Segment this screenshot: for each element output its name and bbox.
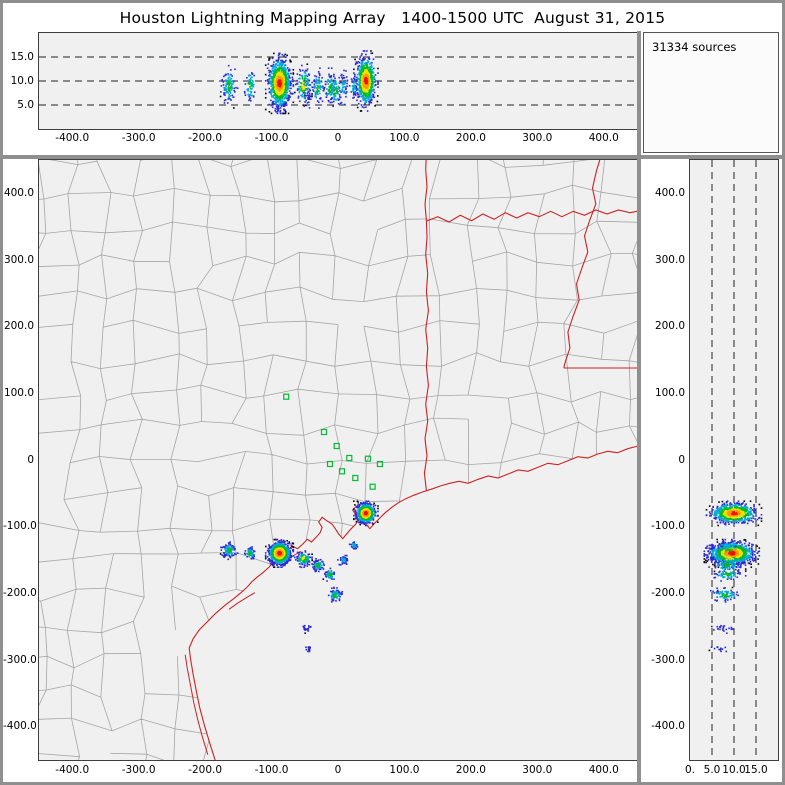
sources-count-label: 31334 sources <box>652 40 737 54</box>
axis-tick-label: -200.0 <box>3 586 37 599</box>
altitude-gridlines <box>39 56 637 106</box>
altitude-ns-canvas <box>703 160 763 760</box>
axis-tick-label: -100.0 <box>254 132 289 144</box>
axis-tick-label: 10.0 <box>10 74 34 87</box>
sources-panel: 31334 sources <box>641 31 782 155</box>
plan-view-map-canvas <box>39 160 637 760</box>
axis-tick-label: 15.0 <box>744 764 768 776</box>
axis-tick-label: -100.0 <box>3 520 37 533</box>
axis-tick-label: -300.0 <box>121 764 156 776</box>
axis-tick-label: 300.0 <box>3 253 34 266</box>
axis-tick-label: 0 <box>27 453 34 466</box>
altitude-ns-plot <box>689 159 779 761</box>
sources-box: 31334 sources <box>643 32 779 153</box>
plan-view-map-plot <box>38 159 637 761</box>
axis-tick-label: 400.0 <box>3 186 34 199</box>
lightning-points <box>703 500 763 653</box>
axis-tick-label: 200.0 <box>455 132 486 144</box>
lightning-points <box>219 50 379 115</box>
axis-tick-label: 200.0 <box>654 320 685 333</box>
axis-tick-label: 5.0 <box>703 764 721 776</box>
axis-tick-label: 200.0 <box>3 320 34 333</box>
axis-tick-label: -200.0 <box>188 132 223 144</box>
axis-tick-label: 400.0 <box>588 764 619 776</box>
axis-tick-label: 100.0 <box>654 386 685 399</box>
lightning-points <box>219 500 379 653</box>
axis-tick-label: 0 <box>678 453 685 466</box>
axis-tick-label: -100.0 <box>254 764 289 776</box>
axis-tick-label: 300.0 <box>654 253 685 266</box>
axis-tick-label: 400.0 <box>588 132 619 144</box>
title-bar: Houston Lightning Mapping Array 1400-150… <box>3 3 782 31</box>
altitude-ns-panel: 400.0 300.0 200.0 100.0 0 -100.0 -200.0 -300.0 -… <box>641 159 782 782</box>
page-title: Houston Lightning Mapping Array 1400-150… <box>119 9 666 27</box>
plan-view-panel: -400.0 -300.0 -200.0 -100.0 0 100.0 200.0 300.0… <box>3 159 637 782</box>
axis-tick-label: 300.0 <box>522 132 553 144</box>
axis-tick-label: 5.0 <box>17 98 34 111</box>
ew-altitude-canvas <box>39 50 637 115</box>
axis-tick-label: 100.0 <box>3 386 34 399</box>
axis-tick-label: -200.0 <box>188 764 223 776</box>
altitude-gridlines <box>711 160 757 760</box>
panel-grid: -400.0 -300.0 -200.0 -100.0 0 100.0 200.0 300.0… <box>3 31 782 782</box>
axis-tick-label: -400.0 <box>3 720 37 733</box>
axis-tick-label: 10.0 <box>722 764 746 776</box>
axis-tick-label: 300.0 <box>522 764 553 776</box>
axis-tick-label: -400.0 <box>651 720 685 733</box>
axis-tick-label: 200.0 <box>455 764 486 776</box>
lma-stations <box>283 393 383 490</box>
axis-tick-label: -300.0 <box>651 653 685 666</box>
axis-tick-label: 0 <box>334 132 342 144</box>
axis-tick-label: -300.0 <box>3 653 37 666</box>
axis-tick-label: 0. <box>684 764 696 776</box>
axis-tick-label: -100.0 <box>651 520 685 533</box>
axis-tick-label: 0 <box>334 764 342 776</box>
axis-tick-label: 400.0 <box>654 186 685 199</box>
axis-tick-label: 15.0 <box>10 50 34 63</box>
axis-tick-label: -200.0 <box>651 586 685 599</box>
gulf-of-mexico <box>189 446 637 760</box>
ew-altitude-panel: -400.0 -300.0 -200.0 -100.0 0 100.0 200.0 300.0… <box>3 31 637 155</box>
axis-tick-label: 100.0 <box>389 132 420 144</box>
axis-tick-label: -400.0 <box>55 764 90 776</box>
axis-tick-label: -300.0 <box>121 132 156 144</box>
state-borders-coastline <box>184 160 637 760</box>
ew-altitude-plot <box>38 32 637 130</box>
axis-tick-label: 100.0 <box>389 764 420 776</box>
axis-tick-label: -400.0 <box>55 132 90 144</box>
